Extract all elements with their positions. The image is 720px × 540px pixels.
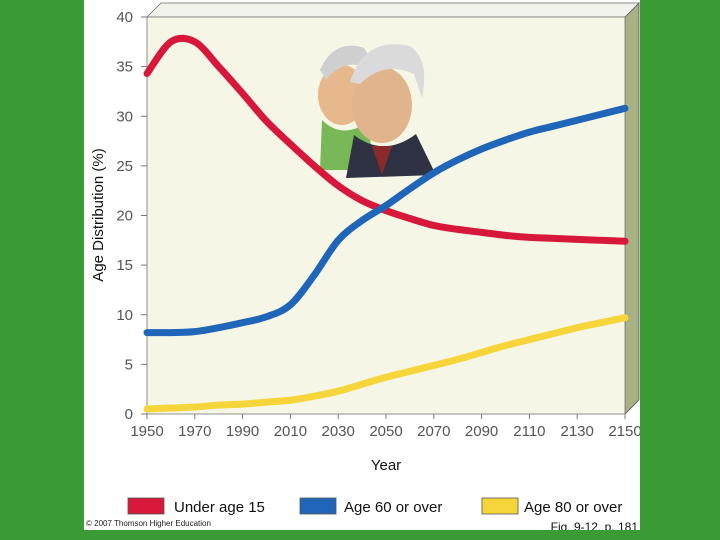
x-tick-label: 2090 (465, 423, 498, 440)
x-tick-label: 2150 (608, 423, 640, 440)
legend-label: Age 80 or over (524, 499, 622, 516)
figure-label: Fig. 9-12, p. 181 (551, 520, 639, 530)
y-axis-title: Age Distribution (%) (90, 148, 107, 281)
y-tick-label: 25 (116, 158, 133, 175)
series-line-3 (143, 314, 629, 413)
legend-label: Age 60 or over (344, 499, 442, 516)
plot-right-wall (624, 2, 640, 415)
legend-label: Under age 15 (174, 499, 265, 516)
y-tick-label: 20 (116, 208, 133, 225)
elderly-couple-icon (318, 44, 436, 178)
legend-swatch (299, 497, 337, 515)
y-tick-label: 5 (125, 356, 133, 373)
x-tick-label: 2110 (513, 423, 545, 440)
y-tick-label: 35 (116, 59, 133, 76)
x-tick-label: 2010 (274, 423, 307, 440)
y-tick-label: 0 (125, 406, 133, 423)
x-axis-title: Year (371, 457, 401, 474)
series-line-2 (143, 104, 629, 337)
x-tick-label: 2050 (369, 423, 402, 440)
series-line-1 (143, 34, 629, 245)
y-axis: 0 5 10 15 20 25 30 35 40 (116, 9, 147, 423)
y-tick-label: 40 (116, 9, 133, 26)
x-tick-label: 1970 (178, 423, 211, 440)
legend-swatch (481, 497, 519, 515)
x-tick-label: 2070 (417, 423, 450, 440)
y-tick-label: 30 (116, 108, 133, 125)
legend-swatch (127, 497, 165, 515)
x-tick-label: 2130 (561, 423, 594, 440)
x-tick-label: 1950 (130, 423, 163, 440)
copyright-text: © 2007 Thomson Higher Education (86, 519, 211, 528)
y-tick-label: 15 (116, 257, 133, 274)
series-group (143, 34, 629, 413)
x-axis: 1950 1970 1990 2010 2030 2050 2070 2090 2110 2130… (130, 414, 640, 440)
legend: Under age 15 Age 60 or over Age 80 or over (127, 497, 622, 516)
line-chart: 0 5 10 15 20 25 30 35 40 1950 1970 1990 2010 2030 205… (86, 2, 640, 530)
x-tick-label: 2030 (322, 423, 355, 440)
plot-top-wall (146, 2, 640, 18)
y-tick-label: 10 (116, 307, 133, 324)
slide: 0 5 10 15 20 25 30 35 40 1950 1970 1990 2010 2030 205… (84, 0, 640, 530)
x-tick-label: 1990 (226, 423, 259, 440)
